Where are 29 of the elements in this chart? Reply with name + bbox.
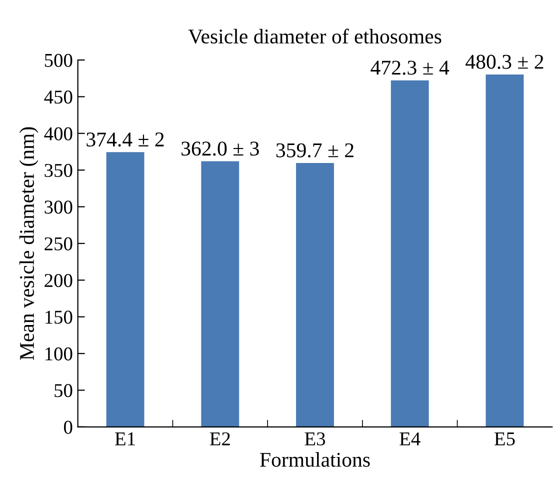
x-tick-label: E1 [115,432,135,446]
y-tick-label: 350 [44,164,72,178]
y-tick-label: 100 [46,347,72,360]
bar [106,152,144,427]
bar [201,161,240,427]
y-tick-label: 450 [44,90,72,104]
y-tick-label: 250 [44,237,72,250]
x-tick-label: E2 [210,432,230,446]
data-label: 359.7 ± 2 [276,143,354,158]
y-tick-label: 150 [46,310,72,324]
y-tick-label: 50 [54,384,72,398]
data-label: 480.3 ± 2 [466,54,544,69]
bar [390,80,429,427]
x-tick-label: E3 [304,432,326,446]
y-tick-label: 200 [44,274,72,288]
x-tick-label: E5 [494,432,515,446]
y-axis-title: Mean vesicle diameter (nm) [19,127,38,360]
y-tick-label: 300 [44,200,72,214]
bar [486,74,524,427]
chart-title: Vesicle diameter of ethosomes [188,28,442,44]
y-tick-label: 0 [64,420,72,434]
y-tick-label: 400 [44,127,72,140]
bar [296,162,334,427]
data-label: 472.3 ± 4 [370,60,450,75]
data-label: 374.4 ± 2 [86,132,164,147]
x-tick-label: E4 [400,432,420,446]
y-tick-label: 500 [44,54,72,67]
x-axis-title: Formulations [260,452,370,467]
data-label: 362.0 ± 3 [182,142,259,156]
